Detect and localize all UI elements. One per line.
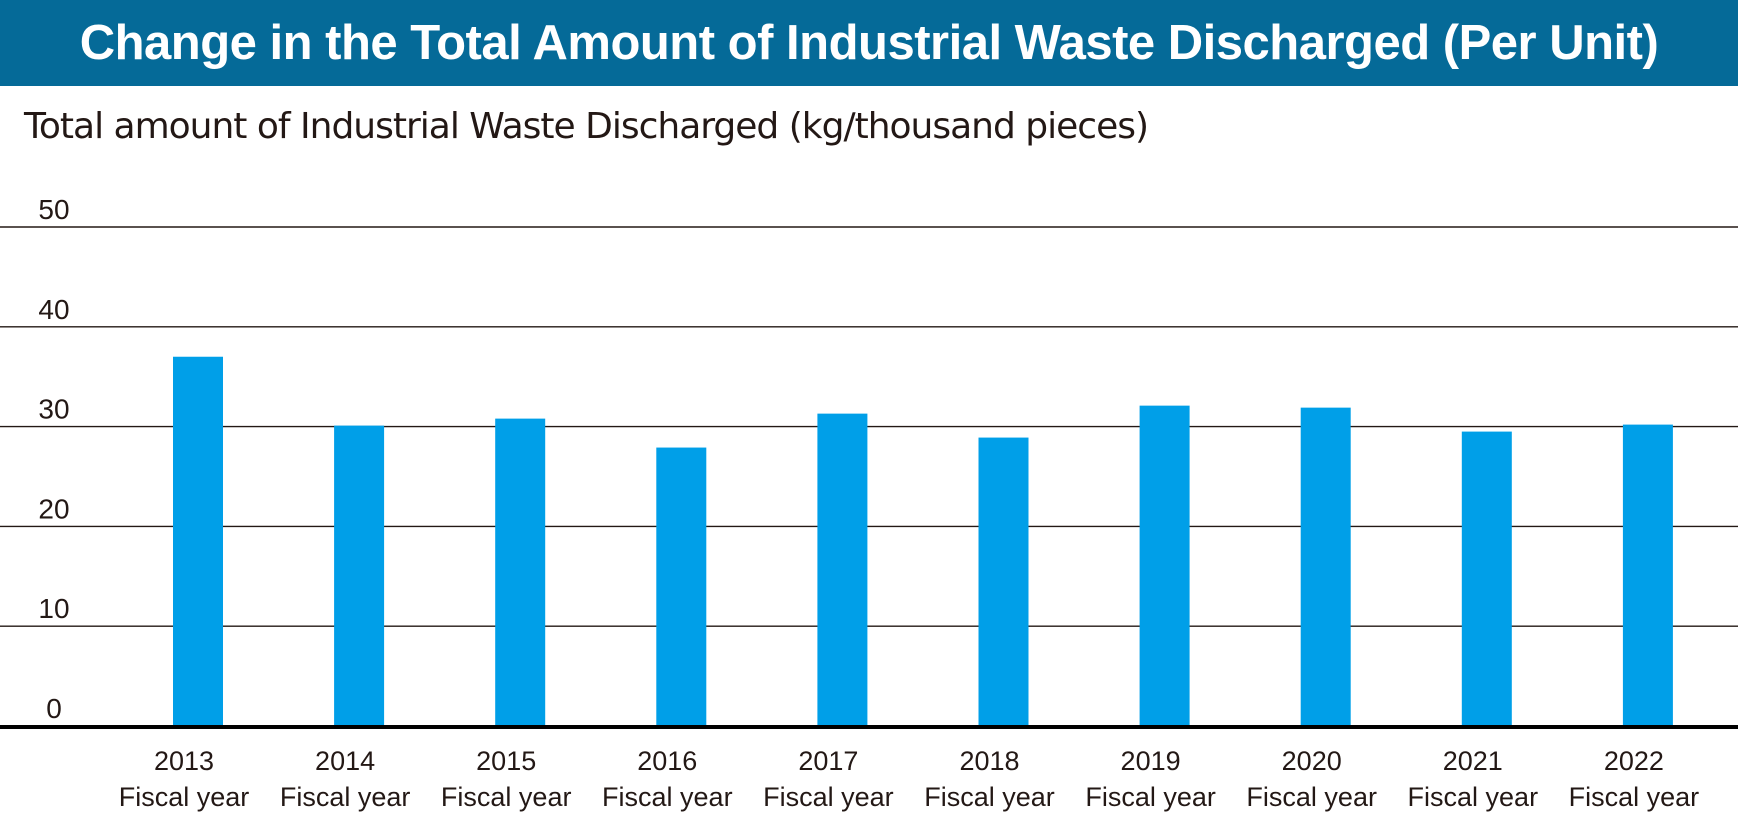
bars [173,356,1673,726]
y-tick-labels: 0 10 20 30 40 50 [38,194,69,724]
x-tick-label-fiscal: Fiscal year [119,782,250,812]
y-tick-label-40: 40 [38,294,69,325]
bar-2017 [817,413,868,726]
y-tick-label-30: 30 [38,394,69,425]
y-tick-label-0: 0 [46,693,62,724]
grid-lines [0,226,1738,627]
x-tick-label-fiscal: Fiscal year [924,782,1055,812]
chart-title: Change in the Total Amount of Industrial… [79,16,1659,70]
x-tick-label-year: 2017 [798,746,858,776]
bar-2019 [1139,405,1190,726]
y-tick-label-50: 50 [38,194,69,225]
bar-2016 [656,447,707,726]
bar-2015 [495,418,546,726]
bar-2020 [1300,407,1351,726]
x-tick-label-fiscal: Fiscal year [602,782,733,812]
x-tick-label-year: 2013 [154,746,214,776]
x-category-labels: 2013 Fiscal year 2014 Fiscal year 2015 Fiscal… [119,746,1699,812]
x-tick-label-fiscal: Fiscal year [763,782,894,812]
bar-2013 [173,356,223,726]
y-tick-label-10: 10 [38,593,69,624]
x-tick-label-fiscal: Fiscal year [441,782,572,812]
x-tick-label-year: 2022 [1604,746,1664,776]
bar-2018 [978,437,1029,726]
x-tick-label-fiscal: Fiscal year [1085,782,1216,812]
x-tick-label-year: 2020 [1282,746,1342,776]
y-tick-label-20: 20 [38,493,69,524]
title-bar: Change in the Total Amount of Industrial… [0,0,1738,86]
x-tick-label-fiscal: Fiscal year [280,782,411,812]
bar-2014 [334,425,385,726]
x-tick-label-fiscal: Fiscal year [1569,782,1700,812]
x-tick-label-year: 2018 [959,746,1019,776]
x-tick-label-fiscal: Fiscal year [1408,782,1539,812]
bar-2021 [1461,431,1512,726]
bar-2022 [1622,424,1673,726]
x-tick-label-fiscal: Fiscal year [1246,782,1377,812]
y-axis-label: Total amount of Industrial Waste Dischar… [24,106,1149,147]
x-tick-label-year: 2019 [1121,746,1181,776]
x-tick-label-year: 2015 [476,746,536,776]
x-tick-label-year: 2014 [315,746,375,776]
x-tick-label-year: 2021 [1443,746,1503,776]
x-tick-label-year: 2016 [637,746,697,776]
